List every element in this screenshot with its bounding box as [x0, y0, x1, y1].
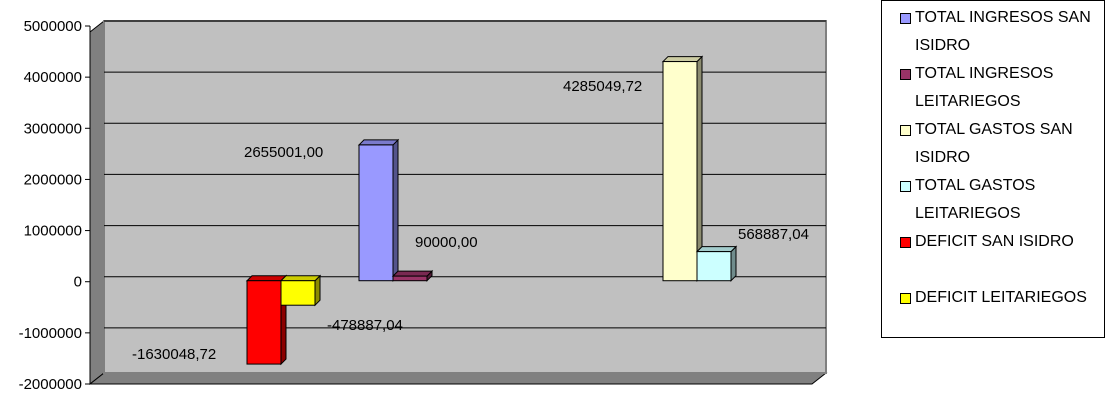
bar-front	[696, 251, 732, 282]
bar-side	[730, 245, 737, 282]
data-label: 568887,04	[738, 226, 809, 243]
bar-total-ingresos-leitariegos	[391, 269, 434, 282]
bar-top	[279, 275, 322, 282]
plot-floor	[88, 372, 828, 385]
legend-swatch	[900, 69, 911, 80]
y-tick-label: -2000000	[19, 376, 82, 393]
legend-swatch	[900, 13, 911, 24]
legend-label: TOTAL INGRESOS LEITARIEGOS	[915, 65, 1054, 110]
bar-total-gastos-san-isidro	[661, 55, 704, 282]
y-axis: 5000000 4000000 3000000 2000000 1000000 0 -100…	[19, 18, 91, 393]
bar-total-ingresos-san-isidro	[357, 138, 400, 282]
data-label: -478887,04	[327, 317, 403, 334]
y-tick-label: 5000000	[24, 18, 82, 35]
bar-front	[392, 275, 428, 282]
legend-label: DEFICIT LEITARIEGOS	[915, 289, 1087, 306]
bar-front	[280, 280, 316, 306]
legend-swatch	[900, 181, 911, 192]
plot-area	[88, 19, 828, 386]
bar-front	[662, 61, 698, 282]
y-tick-label: 4000000	[24, 69, 82, 86]
legend-label: TOTAL GASTOS LEITARIEGOS	[915, 177, 1036, 222]
y-tick-label: 2000000	[24, 171, 82, 188]
y-tick-label: -1000000	[19, 325, 82, 342]
plot-background	[103, 20, 827, 374]
bar-total-gastos-leitariegos	[695, 245, 738, 282]
legend-swatch	[900, 125, 911, 136]
data-label: 90000,00	[415, 234, 478, 251]
data-label: 2655001,00	[244, 144, 323, 161]
bar-front	[358, 144, 394, 282]
bar-deficit-leitariegos	[279, 274, 322, 307]
y-tick-label: 3000000	[24, 120, 82, 137]
legend: TOTAL INGRESOS SAN ISIDRO TOTAL INGRESOS …	[881, 0, 1105, 338]
bars	[245, 55, 738, 366]
bar-top	[357, 139, 400, 146]
bar-side	[392, 138, 399, 282]
plot-wall-side	[89, 19, 105, 386]
data-label: 4285049,72	[563, 78, 642, 95]
y-tick-label: 0	[74, 274, 82, 291]
legend-label: DEFICIT SAN ISIDRO	[915, 233, 1074, 250]
bar-deficit-san-isidro	[245, 274, 288, 366]
bar-top	[661, 56, 704, 63]
data-label: -1630048,72	[132, 346, 216, 363]
legend-label: TOTAL INGRESOS SAN ISIDRO	[915, 9, 1091, 54]
data-labels: 2655001,00 90000,00 4285049,72 568887,04 -16…	[132, 78, 809, 363]
legend-swatch	[900, 293, 911, 304]
bar-chart: 5000000 4000000 3000000 2000000 1000000 0 -100…	[19, 18, 828, 393]
legend-swatch	[900, 237, 911, 248]
bar-top	[695, 246, 738, 253]
gridlines	[104, 20, 826, 329]
bar-top	[391, 270, 434, 277]
bar-top	[245, 275, 288, 282]
y-tick-label: 1000000	[24, 223, 82, 240]
bar-front	[246, 280, 282, 365]
legend-label: TOTAL GASTOS SAN ISIDRO	[915, 121, 1073, 166]
